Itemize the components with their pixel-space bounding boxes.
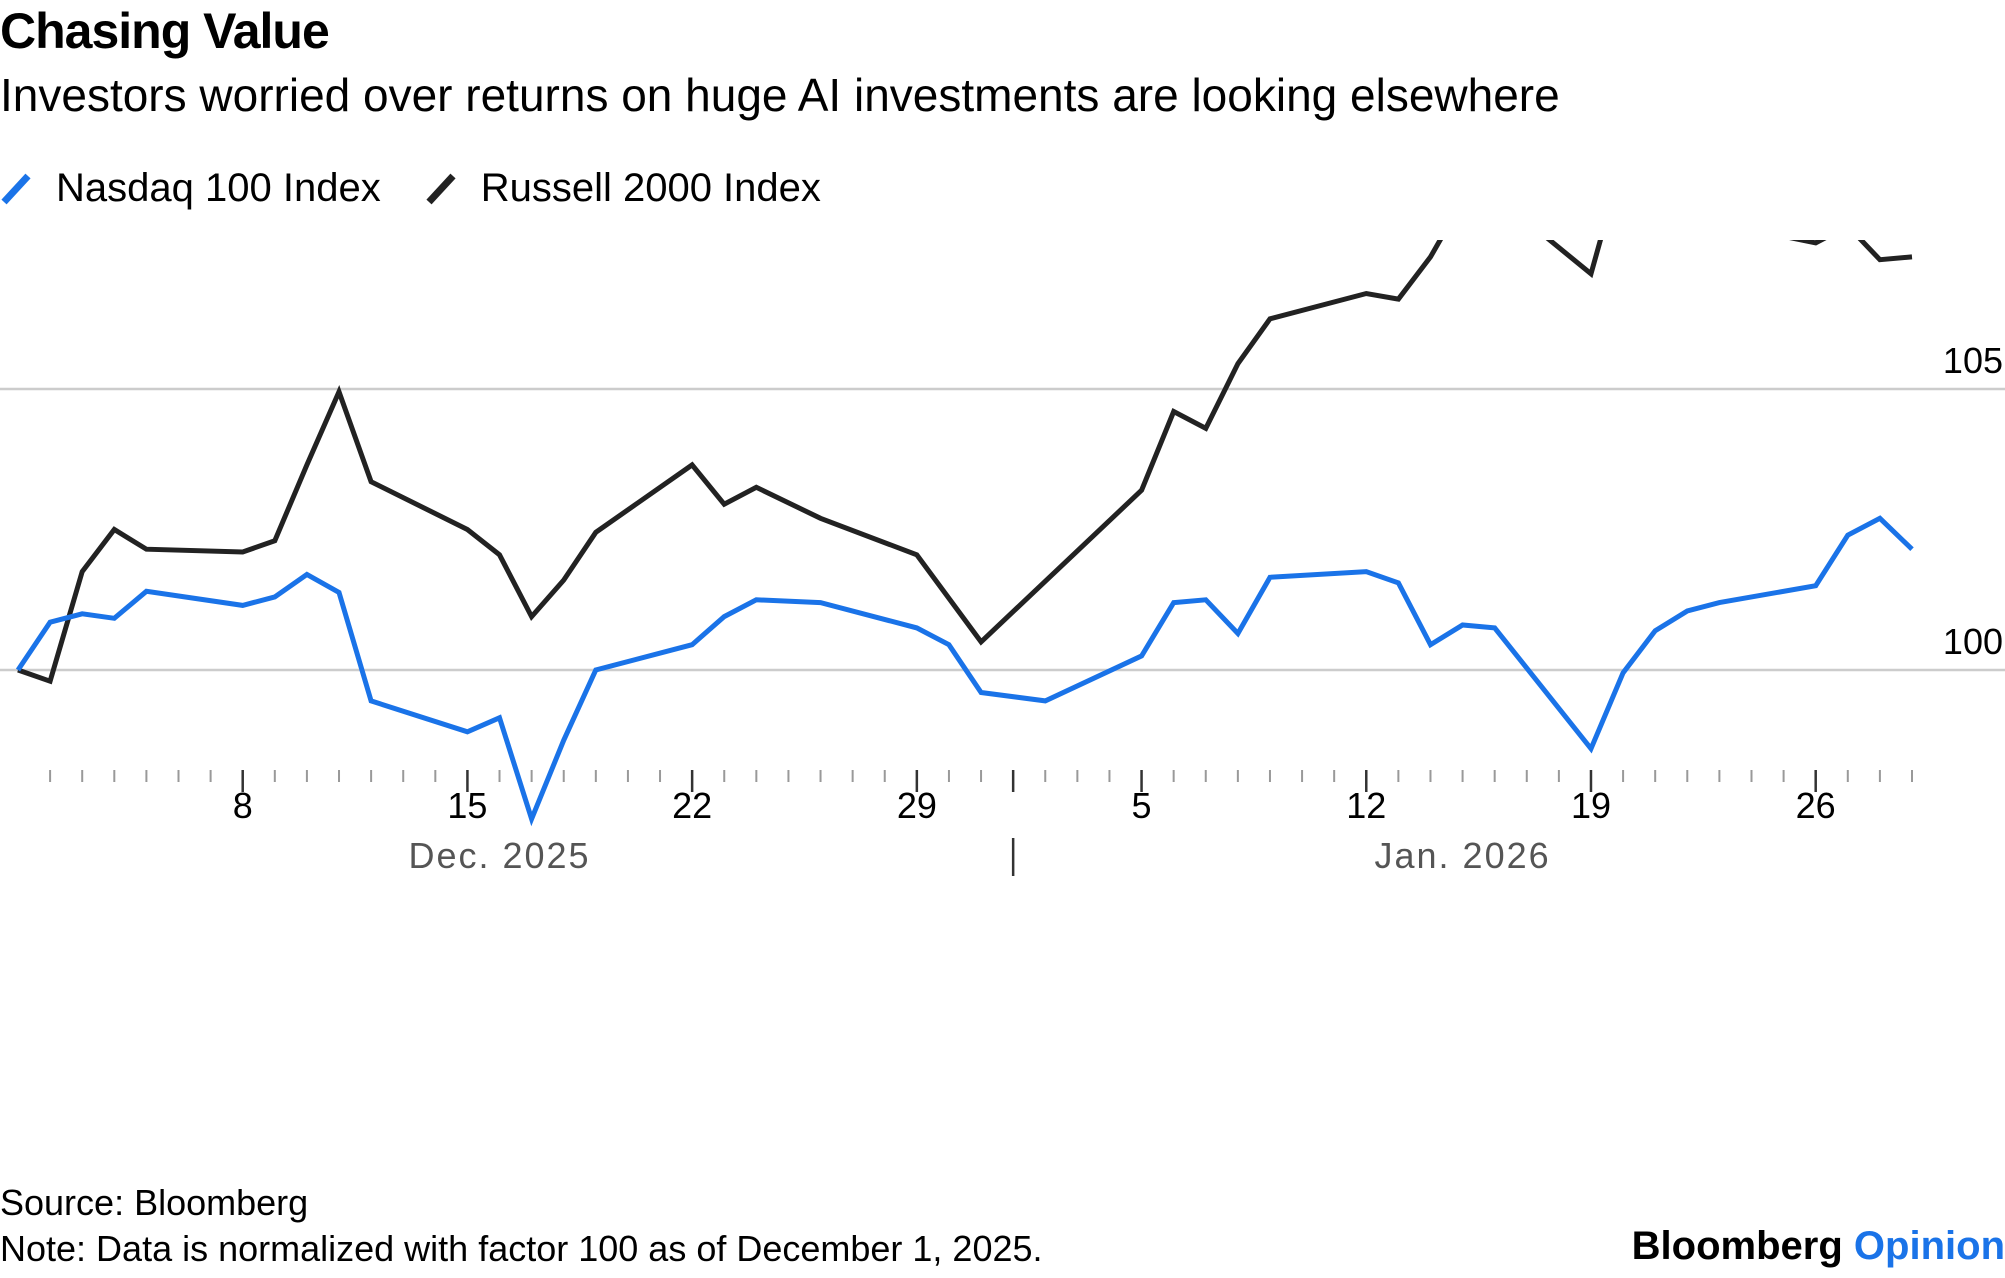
x-tick-label-12: 12 <box>1346 785 1386 826</box>
x-tick-label-8: 8 <box>233 785 253 826</box>
y-tick-label-100: 100 <box>1943 621 2003 662</box>
brand-logo: Bloomberg Opinion <box>1632 1224 2005 1269</box>
chart-subtitle: Investors worried over returns on huge A… <box>0 69 1560 121</box>
series-line-russell <box>17 240 1913 685</box>
legend-item-russell: Russell 2000 Index <box>425 166 821 211</box>
legend-swatch-nasdaq-icon <box>1 173 31 205</box>
x-tick-label-26: 26 <box>1796 785 1836 826</box>
data-note: Note: Data is normalized with factor 100… <box>0 1228 1043 1269</box>
x-tick-label-15: 15 <box>447 785 487 826</box>
legend: Nasdaq 100 Index Russell 2000 Index <box>0 160 865 216</box>
x-tick-label-29: 29 <box>897 785 937 826</box>
x-tick-label-22: 22 <box>672 785 712 826</box>
brand-name: Bloomberg <box>1631 1224 1843 1268</box>
x-tick-label-19: 19 <box>1571 785 1611 826</box>
month-label: Dec. 2025 <box>408 835 590 876</box>
y-tick-label-105: 105 <box>1943 340 2003 381</box>
source-note: Source: Bloomberg <box>0 1182 309 1223</box>
chart-title: Chasing Value <box>0 3 330 59</box>
x-axis: 8 15 22 29 5 12 19 26 Dec. 2025 Jan. 2026 <box>49 770 1913 876</box>
y-axis-labels: 100105110 <box>1943 340 2003 662</box>
gridlines <box>0 387 2005 672</box>
legend-label-russell: Russell 2000 Index <box>480 165 821 210</box>
legend-swatch-russell-icon <box>426 173 456 205</box>
series-line-nasdaq <box>15 515 1914 827</box>
legend-label-nasdaq: Nasdaq 100 Index <box>56 165 381 210</box>
series-lines <box>15 240 1914 827</box>
legend-item-nasdaq: Nasdaq 100 Index <box>0 166 381 211</box>
brand-suffix: Opinion <box>1853 1224 2005 1268</box>
month-label: Jan. 2026 <box>1375 835 1551 876</box>
x-tick-label-5: 5 <box>1132 785 1152 826</box>
